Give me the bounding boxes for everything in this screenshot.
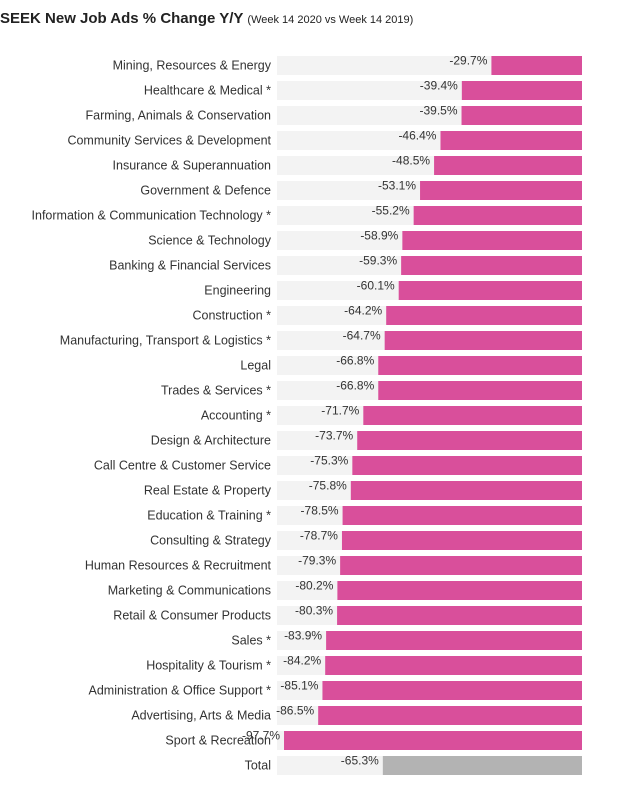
bar bbox=[491, 56, 582, 75]
bar bbox=[342, 506, 582, 525]
category-label: Engineering bbox=[204, 284, 271, 298]
data-label: -84.2% bbox=[283, 654, 321, 668]
data-label: -73.7% bbox=[315, 429, 353, 443]
bar bbox=[352, 456, 582, 475]
data-label: -46.4% bbox=[398, 129, 436, 143]
data-label: -65.3% bbox=[341, 754, 379, 768]
bar bbox=[378, 381, 582, 400]
data-label: -83.9% bbox=[284, 629, 322, 643]
bar bbox=[340, 556, 582, 575]
data-label: -58.9% bbox=[360, 229, 398, 243]
data-label: -71.7% bbox=[321, 404, 359, 418]
data-label: -48.5% bbox=[392, 154, 430, 168]
category-label: Marketing & Communications bbox=[108, 584, 271, 598]
bar bbox=[318, 706, 582, 725]
bar bbox=[350, 481, 582, 500]
data-label: -59.3% bbox=[359, 254, 397, 268]
bar bbox=[434, 156, 582, 175]
data-label: -60.1% bbox=[357, 279, 395, 293]
bar bbox=[337, 606, 582, 625]
category-label: Banking & Financial Services bbox=[109, 259, 271, 273]
data-label: -80.2% bbox=[295, 579, 333, 593]
category-label: Farming, Animals & Conservation bbox=[86, 109, 272, 123]
data-label: -78.7% bbox=[300, 529, 338, 543]
category-label: Retail & Consumer Products bbox=[113, 609, 271, 623]
category-label: Sport & Recreation bbox=[165, 734, 271, 748]
category-label: Community Services & Development bbox=[67, 134, 271, 148]
category-label: Education & Training * bbox=[147, 509, 271, 523]
bar bbox=[420, 181, 582, 200]
bar bbox=[413, 206, 582, 225]
bar bbox=[384, 331, 582, 350]
category-label: Sales * bbox=[231, 634, 271, 648]
bar bbox=[461, 106, 582, 125]
bar bbox=[386, 306, 582, 325]
category-label: Call Centre & Customer Service bbox=[94, 459, 271, 473]
data-label: -80.3% bbox=[295, 604, 333, 618]
data-label: -64.7% bbox=[343, 329, 381, 343]
data-label: -66.8% bbox=[336, 354, 374, 368]
category-label: Manufacturing, Transport & Logistics * bbox=[60, 334, 271, 348]
data-label: -79.3% bbox=[298, 554, 336, 568]
data-label: -85.1% bbox=[280, 679, 318, 693]
data-label: -86.5% bbox=[276, 704, 314, 718]
chart-subtitle: (Week 14 2020 vs Week 14 2019) bbox=[247, 14, 414, 26]
bar bbox=[284, 731, 582, 750]
category-label: Real Estate & Property bbox=[144, 484, 272, 498]
data-label: -53.1% bbox=[378, 179, 416, 193]
bar bbox=[401, 256, 582, 275]
category-label: Information & Communication Technology * bbox=[32, 209, 272, 223]
category-label: Administration & Office Support * bbox=[89, 684, 272, 698]
bar bbox=[440, 131, 582, 150]
category-label: Hospitality & Tourism * bbox=[146, 659, 271, 673]
bar bbox=[378, 356, 582, 375]
bar bbox=[402, 231, 582, 250]
category-label: Consulting & Strategy bbox=[150, 534, 272, 548]
category-label: Trades & Services * bbox=[161, 384, 271, 398]
category-label: Design & Architecture bbox=[151, 434, 271, 448]
data-label: -64.2% bbox=[344, 304, 382, 318]
category-label: Accounting * bbox=[201, 409, 271, 423]
data-label: -75.8% bbox=[309, 479, 347, 493]
data-label: -39.5% bbox=[419, 104, 457, 118]
bar bbox=[325, 656, 582, 675]
bar bbox=[341, 531, 582, 550]
category-label: Mining, Resources & Energy bbox=[113, 59, 272, 73]
bar bbox=[326, 631, 582, 650]
bar bbox=[322, 681, 582, 700]
data-label: -66.8% bbox=[336, 379, 374, 393]
chart-title: SEEK New Job Ads % Change Y/Y bbox=[0, 10, 244, 27]
category-label: Advertising, Arts & Media bbox=[131, 709, 271, 723]
bar bbox=[363, 406, 582, 425]
category-label: Legal bbox=[240, 359, 271, 373]
category-label: Government & Defence bbox=[140, 184, 271, 198]
data-label: -75.3% bbox=[310, 454, 348, 468]
category-label: Insurance & Superannuation bbox=[113, 159, 271, 173]
bar bbox=[357, 431, 582, 450]
category-label: Total bbox=[245, 759, 271, 773]
bar bbox=[398, 281, 582, 300]
data-label: -29.7% bbox=[449, 54, 487, 68]
bar bbox=[337, 581, 582, 600]
data-label: -55.2% bbox=[372, 204, 410, 218]
category-label: Construction * bbox=[192, 309, 271, 323]
data-label: -78.5% bbox=[301, 504, 339, 518]
data-label: -39.4% bbox=[420, 79, 458, 93]
category-label: Human Resources & Recruitment bbox=[85, 559, 272, 573]
category-label: Science & Technology bbox=[148, 234, 272, 248]
bar bbox=[461, 81, 582, 100]
data-label: -97.7% bbox=[242, 729, 280, 743]
bar-total bbox=[382, 756, 582, 775]
chart-title-block: SEEK New Job Ads % Change Y/Y (Week 14 20… bbox=[0, 10, 413, 28]
category-label: Healthcare & Medical * bbox=[144, 84, 271, 98]
